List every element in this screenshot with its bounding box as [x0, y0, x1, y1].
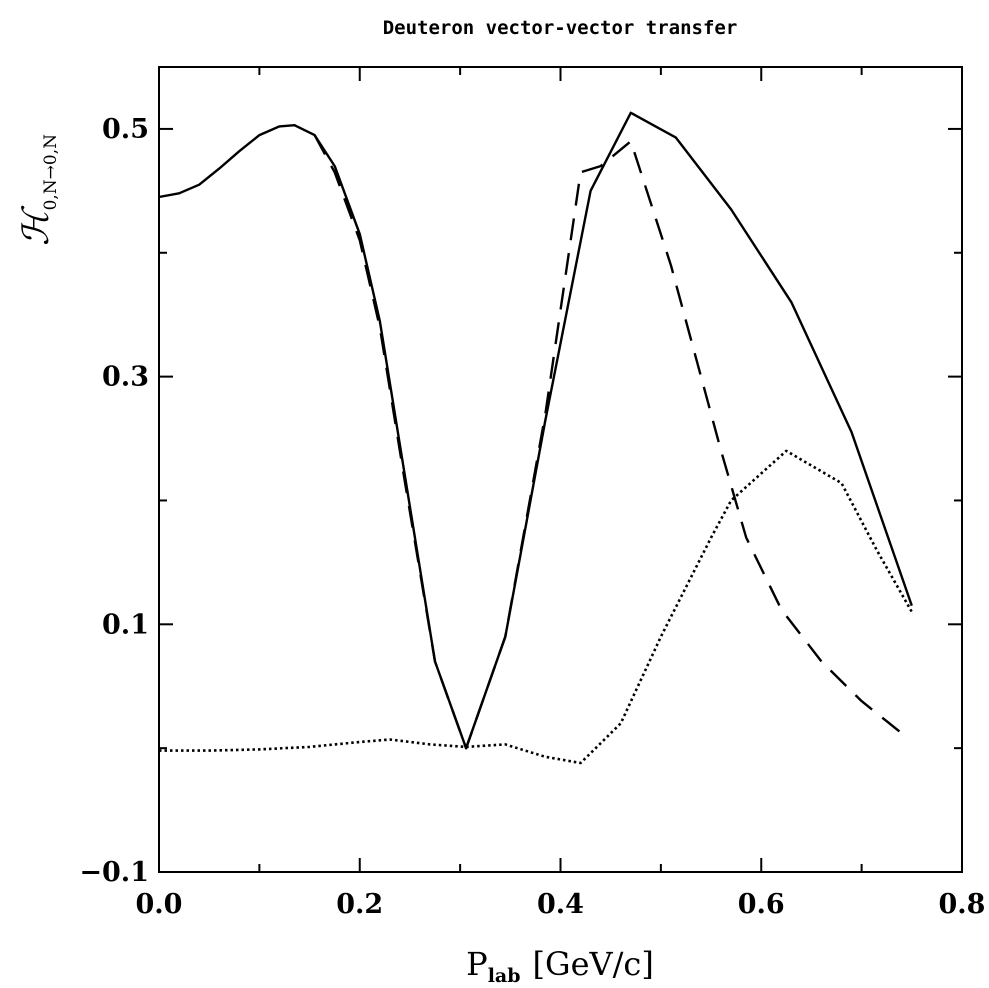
y-tick-label: −0.1	[79, 857, 149, 888]
x-tick-label: 0.2	[336, 889, 383, 920]
y-tick-label: 0.5	[102, 114, 149, 145]
series-line-dashed	[313, 134, 903, 750]
plot-frame	[158, 66, 963, 873]
x-axis-label-sub: lab	[488, 965, 521, 987]
series-layer	[158, 111, 913, 765]
series-line-dotted	[159, 449, 913, 765]
axes-layer: 0.0 0.2 0.4 0.6 0.8 −0.1 0.1 0.3 0.5	[79, 67, 985, 920]
x-tick-label: 0.6	[738, 889, 785, 920]
chart-title: Deuteron vector-vector transfer	[383, 17, 738, 39]
y-axis-label-sub: 0,N→0,N	[41, 134, 61, 211]
x-axis-label-main: P	[466, 945, 488, 983]
x-axis-label: Plab [GeV/c]	[466, 945, 654, 987]
y-tick-label: 0.3	[102, 362, 149, 393]
x-tick-label: 0.0	[136, 889, 183, 920]
x-tick-label: 0.4	[537, 889, 584, 920]
y-tick-label: 0.1	[102, 609, 149, 640]
y-axis-label-main: ℋ	[16, 205, 57, 246]
x-axis-label-unit: [GeV/c]	[533, 945, 654, 983]
series-line-solid	[158, 111, 913, 750]
x-tick-label: 0.8	[939, 889, 986, 920]
y-axis-label: ℋ0,N→0,N	[16, 134, 61, 246]
